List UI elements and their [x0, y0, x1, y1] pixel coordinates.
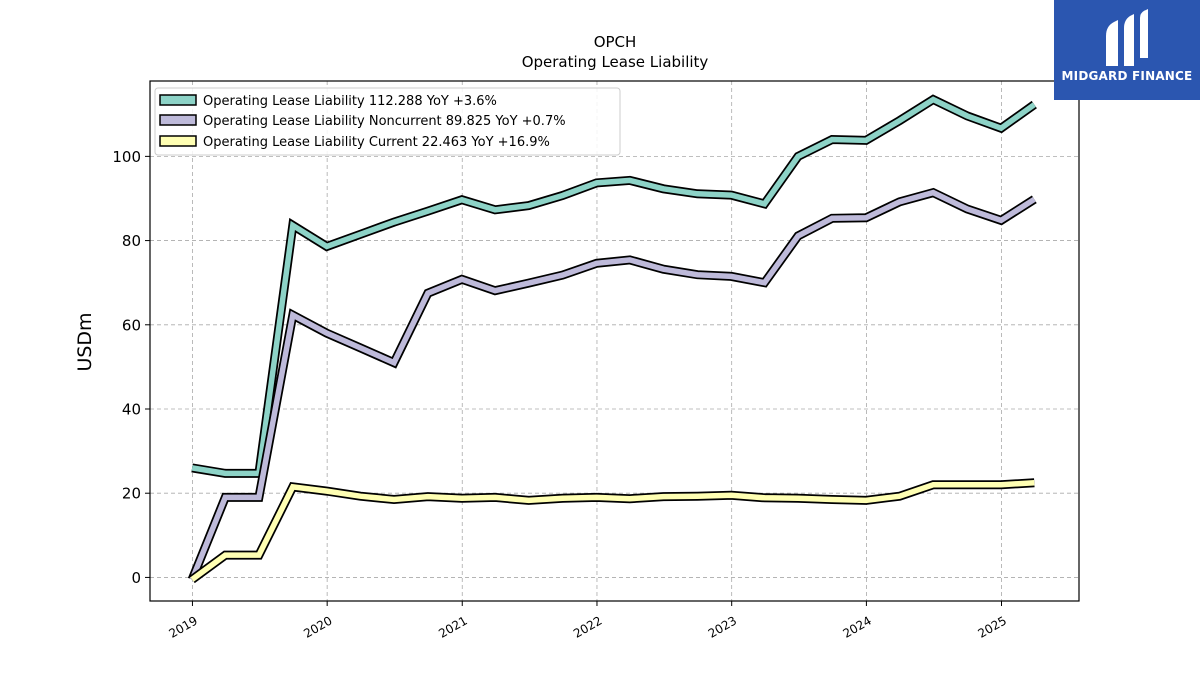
y-tick-label: 20: [122, 485, 141, 503]
x-tick-label: 2022: [571, 613, 604, 640]
legend: Operating Lease Liability 112.288 YoY +3…: [154, 87, 621, 156]
legend-label-0: Operating Lease Liability 112.288 YoY +3…: [203, 94, 497, 109]
y-tick-label: 0: [131, 569, 141, 587]
series-line-0: [191, 96, 1036, 477]
chart-subtitle: Operating Lease Liability: [522, 53, 709, 71]
legend-box: [154, 87, 621, 156]
y-tick-label: 40: [122, 401, 141, 419]
y-axis-label: USDm: [74, 312, 96, 371]
x-tick-label: 2020: [301, 613, 334, 640]
y-tick-label: 100: [112, 148, 141, 166]
legend-label-2: Operating Lease Liability Current 22.463…: [203, 135, 550, 150]
brand-name: MIDGARD FINANCE: [1061, 69, 1193, 83]
x-tick-label: 2025: [976, 613, 1009, 640]
y-tick-label: 80: [122, 232, 141, 250]
legend-label-1: Operating Lease Liability Noncurrent 89.…: [203, 114, 566, 129]
chart-title: OPCH: [594, 33, 637, 51]
series-line-2: [190, 479, 1035, 582]
series-outline-1: [187, 187, 1037, 582]
x-tick-label: 2019: [166, 613, 199, 640]
x-tick-label: 2024: [840, 613, 873, 640]
series-lines: [187, 94, 1037, 584]
plot-frame: [149, 80, 1080, 602]
y-axis: 0 20 40 60 80 100: [112, 148, 150, 587]
series-outline-0: [191, 94, 1037, 478]
y-tick-label: 60: [122, 316, 141, 334]
x-tick-label: 2021: [436, 613, 469, 640]
series-line-1: [189, 189, 1036, 581]
x-tick-label: 2023: [706, 613, 739, 640]
legend-swatch-2: [159, 135, 197, 147]
legend-swatch-0: [159, 94, 197, 106]
brand-logo: MIDGARD FINANCE: [1054, 0, 1200, 100]
legend-swatch-1: [159, 114, 197, 126]
logo-icon: [1106, 9, 1148, 66]
x-axis: 2019 2020 2021 2022 2023 2024 2025: [166, 601, 1009, 641]
